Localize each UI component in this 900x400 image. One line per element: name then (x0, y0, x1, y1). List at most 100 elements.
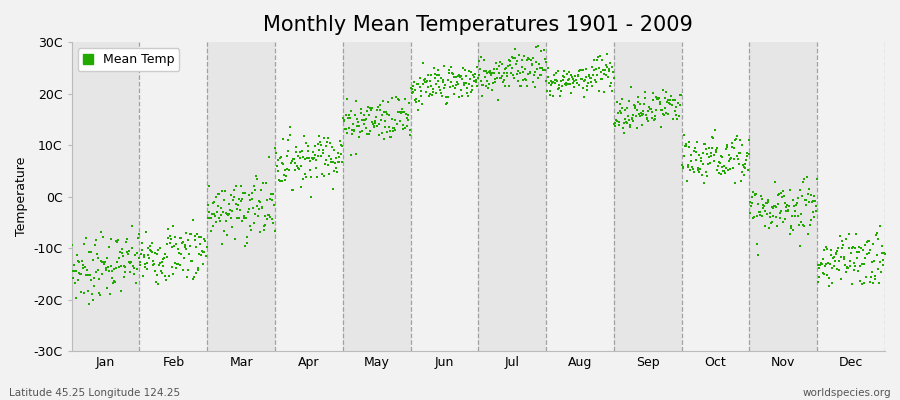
Bar (207, 42, 275, 351)
Point (683, 158, 698, 164)
Point (127, 271, 141, 278)
Point (735, 169, 750, 175)
Point (86, 275, 101, 281)
Point (318, 161, 332, 167)
Point (378, 124, 392, 130)
Point (876, 262, 890, 268)
Point (189, 244, 203, 250)
Point (215, 240, 230, 247)
Point (848, 262, 862, 269)
Point (341, 124, 356, 131)
Point (797, 176, 812, 183)
Point (252, 206, 266, 212)
Point (424, 83, 438, 89)
Point (699, 173, 714, 180)
Point (710, 145, 724, 151)
Point (509, 58, 524, 64)
Point (528, 59, 543, 66)
Point (452, 72, 466, 78)
Point (340, 130, 355, 136)
Point (734, 178, 748, 184)
Point (284, 132, 298, 138)
Point (387, 125, 401, 131)
Point (674, 92, 688, 98)
Point (774, 208, 788, 214)
Point (147, 258, 161, 264)
Point (288, 167, 302, 173)
Point (726, 156, 741, 162)
Point (472, 58, 486, 64)
Point (393, 109, 408, 115)
Point (790, 199, 805, 206)
Point (635, 112, 650, 119)
Point (212, 191, 226, 197)
Point (778, 216, 792, 222)
Point (792, 222, 806, 229)
Point (305, 155, 320, 161)
Point (529, 43, 544, 50)
Point (104, 263, 118, 270)
Point (833, 254, 848, 260)
Point (722, 152, 736, 158)
Point (462, 68, 476, 74)
Point (464, 87, 479, 93)
Point (397, 109, 411, 116)
Point (162, 273, 176, 279)
Point (359, 131, 374, 137)
Point (779, 204, 794, 210)
Point (772, 191, 787, 197)
Point (487, 66, 501, 72)
Point (176, 255, 191, 261)
Point (503, 62, 517, 68)
Point (182, 251, 196, 257)
Point (338, 126, 352, 132)
Point (553, 85, 567, 91)
Point (79, 234, 94, 241)
Point (484, 72, 499, 78)
Point (470, 64, 484, 70)
Point (370, 123, 384, 129)
Point (734, 142, 749, 148)
Point (126, 263, 140, 270)
Point (400, 116, 415, 123)
Point (750, 213, 764, 220)
Point (262, 211, 276, 218)
Point (581, 72, 596, 78)
Point (599, 51, 614, 57)
Point (477, 68, 491, 74)
Point (299, 174, 313, 180)
Point (453, 74, 467, 80)
Point (267, 201, 282, 208)
Point (473, 78, 488, 84)
Point (798, 202, 813, 208)
Point (663, 92, 678, 99)
Point (798, 196, 813, 203)
Point (680, 143, 694, 150)
Point (83, 272, 97, 278)
Point (806, 209, 821, 216)
Point (278, 167, 293, 173)
Point (273, 155, 287, 162)
Point (441, 94, 455, 100)
Point (613, 108, 627, 114)
Point (573, 67, 588, 73)
Point (832, 267, 846, 273)
Point (329, 169, 344, 175)
Point (770, 222, 784, 229)
Point (382, 112, 396, 118)
Point (201, 202, 215, 208)
Point (374, 117, 388, 123)
Point (118, 264, 132, 270)
Point (632, 111, 646, 118)
Point (794, 218, 808, 225)
Point (289, 144, 303, 150)
Point (627, 102, 642, 109)
Point (238, 190, 253, 197)
Point (424, 71, 438, 78)
Point (620, 104, 634, 111)
Point (419, 89, 434, 95)
Point (157, 255, 171, 262)
Point (464, 88, 479, 95)
Point (834, 276, 849, 282)
Point (695, 171, 709, 178)
